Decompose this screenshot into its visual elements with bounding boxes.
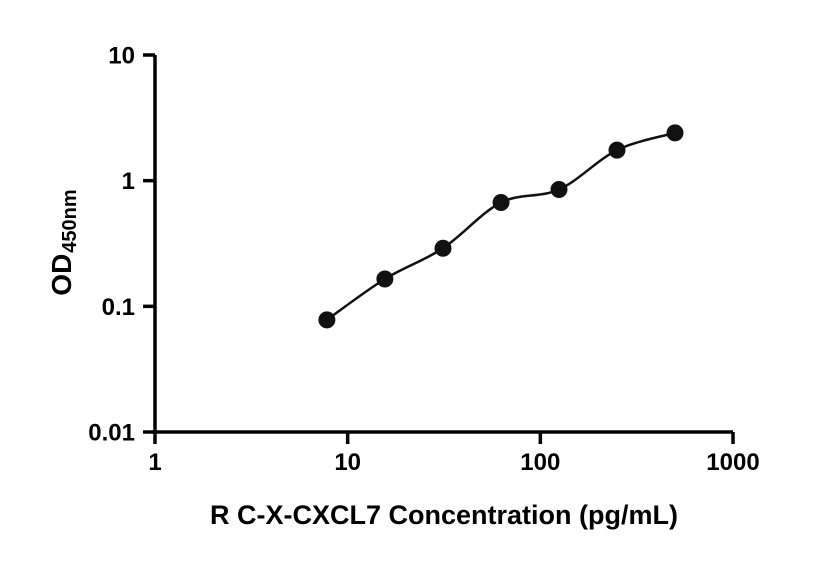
data-point: [434, 239, 452, 257]
data-point: [492, 194, 510, 212]
data-point: [608, 141, 626, 159]
y-tick-label: 0.01: [88, 420, 135, 447]
x-tick-label: 1: [148, 449, 161, 476]
x-tick-label: 10: [334, 449, 361, 476]
y-tick-label: 10: [108, 43, 135, 70]
data-point: [376, 270, 394, 288]
y-axis-title: OD450nm: [46, 189, 81, 296]
y-axis-title-main: OD: [46, 253, 77, 296]
data-point: [318, 311, 336, 329]
data-point: [666, 124, 684, 142]
x-tick-label: 100: [520, 449, 560, 476]
data-point: [550, 181, 568, 199]
fit-curve: [326, 131, 676, 321]
x-tick-label: 1000: [706, 449, 759, 476]
y-axis-title-subscript: 450nm: [59, 189, 81, 253]
x-axis-title: R C-X-CXCL7 Concentration (pg/mL): [210, 500, 678, 530]
y-tick-label: 0.1: [102, 294, 135, 321]
y-tick-label: 1: [122, 168, 135, 195]
